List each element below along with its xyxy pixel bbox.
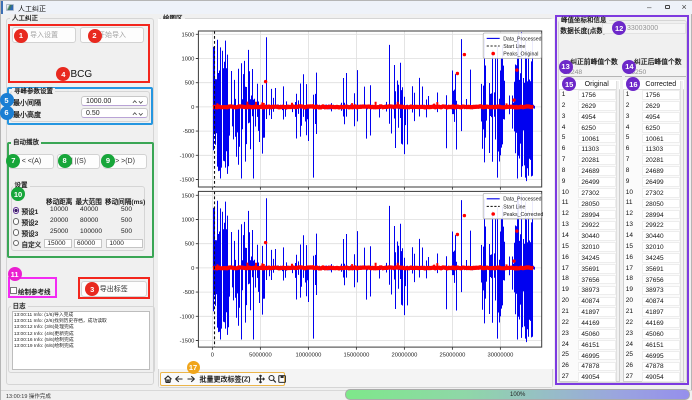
svg-text:-1000: -1000: [180, 153, 195, 159]
svg-text:0: 0: [211, 353, 214, 359]
svg-text:1000: 1000: [181, 218, 194, 224]
svg-text:10000000: 10000000: [296, 353, 322, 359]
svg-text:-1500: -1500: [180, 339, 195, 345]
svg-text:30000000: 30000000: [488, 353, 514, 359]
svg-text:20000000: 20000000: [392, 353, 418, 359]
svg-text:Peaks_Original: Peaks_Original: [503, 52, 538, 58]
svg-text:-1500: -1500: [180, 178, 195, 184]
svg-text:0: 0: [191, 105, 194, 111]
svg-text:500: 500: [185, 81, 195, 87]
svg-text:Peaks_Corrected: Peaks_Corrected: [503, 212, 543, 218]
svg-text:Data_Processed: Data_Processed: [503, 197, 541, 203]
svg-text:5000000: 5000000: [249, 353, 272, 359]
svg-text:-500: -500: [183, 290, 195, 296]
svg-text:0: 0: [191, 266, 194, 272]
svg-text:Start Line: Start Line: [503, 44, 525, 50]
svg-text:Start Line: Start Line: [503, 204, 525, 210]
svg-text:15000000: 15000000: [344, 353, 370, 359]
svg-text:1000: 1000: [181, 57, 194, 63]
svg-text:1500: 1500: [181, 193, 194, 199]
svg-text:25000000: 25000000: [440, 353, 466, 359]
svg-text:批量更改标签(Z): 批量更改标签(Z): [199, 374, 250, 383]
svg-text:-1000: -1000: [180, 314, 195, 320]
svg-text:Data_Processed: Data_Processed: [503, 36, 541, 42]
svg-text:500: 500: [185, 242, 195, 248]
svg-text:-500: -500: [183, 129, 195, 135]
svg-text:1500: 1500: [181, 32, 194, 38]
